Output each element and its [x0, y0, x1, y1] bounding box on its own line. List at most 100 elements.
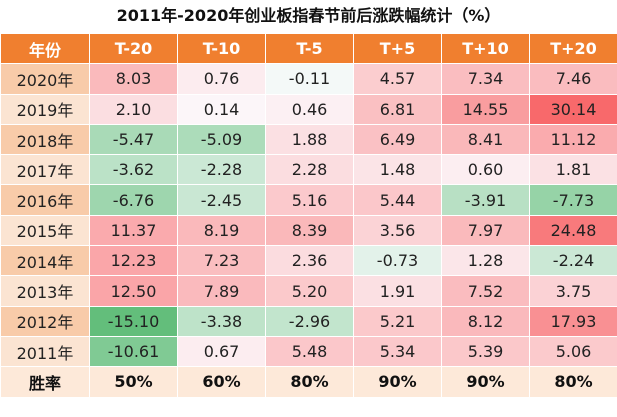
win-rate-cell: 50% [89, 366, 178, 398]
header-t-minus-5: T-5 [265, 32, 354, 65]
value-cell: 5.48 [265, 335, 354, 368]
value-cell: 0.67 [177, 335, 266, 368]
value-cell: 7.23 [177, 245, 266, 277]
header-t-plus-5: T+5 [353, 32, 442, 65]
value-cell: 8.41 [441, 123, 530, 156]
table-row: 2012年 -15.10 -3.38 -2.96 5.21 8.12 17.93 [0, 305, 617, 337]
value-cell: 8.12 [441, 305, 530, 337]
win-rate-cell: 60% [177, 366, 266, 398]
win-rate-cell: 80% [529, 366, 617, 398]
value-cell: 3.56 [353, 214, 442, 247]
header-t-plus-20: T+20 [529, 32, 617, 65]
year-cell: 2020年 [0, 63, 90, 95]
value-cell: 2.10 [89, 93, 178, 125]
value-cell: 0.14 [177, 93, 266, 125]
year-cell: 2011年 [0, 335, 90, 368]
header-t-plus-10: T+10 [441, 32, 530, 65]
value-cell: 8.19 [177, 214, 266, 247]
year-cell: 2014年 [0, 245, 90, 277]
win-rate-cell: 90% [353, 366, 442, 398]
value-cell: 7.46 [529, 63, 617, 95]
table-row: 2020年 8.03 0.76 -0.11 4.57 7.34 7.46 [0, 63, 617, 95]
value-cell: -6.76 [89, 184, 178, 216]
value-cell: 5.34 [353, 335, 442, 368]
value-cell: 3.75 [529, 275, 617, 307]
value-cell: 24.48 [529, 214, 617, 247]
value-cell: 1.91 [353, 275, 442, 307]
returns-table: 年份 T-20 T-10 T-5 T+5 T+10 T+20 2020年 8.03… [0, 32, 617, 398]
value-cell: -5.09 [177, 123, 266, 156]
value-cell: -15.10 [89, 305, 178, 337]
value-cell: 7.34 [441, 63, 530, 95]
value-cell: 1.48 [353, 154, 442, 186]
value-cell: 12.23 [89, 245, 178, 277]
value-cell: 4.57 [353, 63, 442, 95]
value-cell: -2.28 [177, 154, 266, 186]
value-cell: 0.60 [441, 154, 530, 186]
value-cell: -0.11 [265, 63, 354, 95]
value-cell: 8.03 [89, 63, 178, 95]
value-cell: 5.44 [353, 184, 442, 216]
value-cell: 0.76 [177, 63, 266, 95]
header-year: 年份 [0, 32, 90, 65]
table-body: 2020年 8.03 0.76 -0.11 4.57 7.34 7.46 2019年 2.10 0… [0, 63, 617, 368]
value-cell: 12.50 [89, 275, 178, 307]
year-cell: 2018年 [0, 123, 90, 156]
year-cell: 2012年 [0, 305, 90, 337]
value-cell: 5.06 [529, 335, 617, 368]
value-cell: -2.45 [177, 184, 266, 216]
value-cell: 17.93 [529, 305, 617, 337]
value-cell: -2.96 [265, 305, 354, 337]
header-row: 年份 T-20 T-10 T-5 T+5 T+10 T+20 [0, 32, 617, 65]
value-cell: 5.21 [353, 305, 442, 337]
value-cell: -5.47 [89, 123, 178, 156]
value-cell: 11.37 [89, 214, 178, 247]
header-t-minus-10: T-10 [177, 32, 266, 65]
value-cell: -2.24 [529, 245, 617, 277]
value-cell: -3.38 [177, 305, 266, 337]
value-cell: -3.62 [89, 154, 178, 186]
year-cell: 2015年 [0, 214, 90, 247]
value-cell: 5.20 [265, 275, 354, 307]
win-rate-cell: 90% [441, 366, 530, 398]
value-cell: 14.55 [441, 93, 530, 125]
table-row: 2016年 -6.76 -2.45 5.16 5.44 -3.91 -7.73 [0, 184, 617, 216]
table-row: 2017年 -3.62 -2.28 2.28 1.48 0.60 1.81 [0, 154, 617, 186]
value-cell: 6.81 [353, 93, 442, 125]
year-cell: 2016年 [0, 184, 90, 216]
year-cell: 2019年 [0, 93, 90, 125]
value-cell: 2.36 [265, 245, 354, 277]
value-cell: 7.97 [441, 214, 530, 247]
value-cell: -0.73 [353, 245, 442, 277]
value-cell: 5.16 [265, 184, 354, 216]
value-cell: 1.28 [441, 245, 530, 277]
win-rate-label: 胜率 [0, 366, 90, 398]
win-rate-row: 胜率 50% 60% 80% 90% 90% 80% [0, 366, 617, 398]
win-rate-cell: 80% [265, 366, 354, 398]
table-row: 2013年 12.50 7.89 5.20 1.91 7.52 3.75 [0, 275, 617, 307]
value-cell: 7.52 [441, 275, 530, 307]
value-cell: -3.91 [441, 184, 530, 216]
table-row: 2019年 2.10 0.14 0.46 6.81 14.55 30.14 [0, 93, 617, 125]
value-cell: 1.88 [265, 123, 354, 156]
table-row: 2011年 -10.61 0.67 5.48 5.34 5.39 5.06 [0, 335, 617, 368]
value-cell: -7.73 [529, 184, 617, 216]
value-cell: 30.14 [529, 93, 617, 125]
value-cell: 7.89 [177, 275, 266, 307]
value-cell: 11.12 [529, 123, 617, 156]
table-row: 2014年 12.23 7.23 2.36 -0.73 1.28 -2.24 [0, 245, 617, 277]
value-cell: 8.39 [265, 214, 354, 247]
table-row: 2015年 11.37 8.19 8.39 3.56 7.97 24.48 [0, 214, 617, 247]
table-row: 2018年 -5.47 -5.09 1.88 6.49 8.41 11.12 [0, 123, 617, 156]
table-title: 2011年-2020年创业板指春节前后涨跌幅统计（%） [116, 6, 501, 25]
value-cell: 5.39 [441, 335, 530, 368]
year-cell: 2017年 [0, 154, 90, 186]
value-cell: 2.28 [265, 154, 354, 186]
value-cell: 1.81 [529, 154, 617, 186]
year-cell: 2013年 [0, 275, 90, 307]
header-t-minus-20: T-20 [89, 32, 178, 65]
value-cell: 0.46 [265, 93, 354, 125]
value-cell: 6.49 [353, 123, 442, 156]
value-cell: -10.61 [89, 335, 178, 368]
